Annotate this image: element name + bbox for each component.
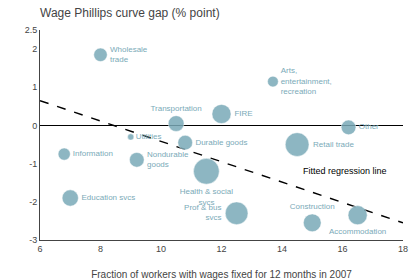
svg-text:10: 10 bbox=[156, 244, 166, 254]
svg-text:-3: -3 bbox=[29, 235, 37, 245]
svg-text:8: 8 bbox=[98, 244, 103, 254]
svg-text:Utilities: Utilities bbox=[136, 132, 162, 141]
svg-text:Retail trade: Retail trade bbox=[313, 140, 354, 149]
svg-text:16: 16 bbox=[337, 244, 347, 254]
svg-text:Arts,entertainment,recreation: Arts,entertainment,recreation bbox=[281, 66, 332, 96]
svg-text:Other: Other bbox=[359, 122, 379, 131]
svg-text:Health & socialsvcs: Health & socialsvcs bbox=[180, 187, 234, 206]
svg-text:Fraction of workers with wages: Fraction of workers with wages fixed for… bbox=[91, 269, 352, 280]
svg-text:Fitted regression line: Fitted regression line bbox=[303, 166, 387, 176]
svg-text:Nondurablegoods: Nondurablegoods bbox=[147, 150, 189, 169]
svg-text:-1: -1 bbox=[29, 159, 37, 169]
svg-text:2: 2 bbox=[32, 44, 37, 54]
svg-text:14: 14 bbox=[277, 244, 287, 254]
svg-text:Construction: Construction bbox=[290, 202, 335, 211]
svg-text:12: 12 bbox=[216, 244, 226, 254]
svg-text:Wholesaletrade: Wholesaletrade bbox=[110, 45, 148, 64]
svg-text:Wage Phillips curve gap (% poi: Wage Phillips curve gap (% point) bbox=[40, 6, 220, 20]
svg-text:Transportation: Transportation bbox=[150, 104, 201, 113]
svg-text:18: 18 bbox=[398, 244, 408, 254]
svg-text:Durable goods: Durable goods bbox=[195, 138, 247, 147]
svg-text:FIRE: FIRE bbox=[234, 109, 252, 118]
svg-text:Education svcs: Education svcs bbox=[81, 193, 135, 202]
svg-text:1: 1 bbox=[32, 82, 37, 92]
svg-text:6: 6 bbox=[37, 244, 42, 254]
svg-text:Information: Information bbox=[73, 149, 113, 158]
svg-text:2.5: 2.5 bbox=[25, 25, 38, 35]
svg-text:-2: -2 bbox=[29, 197, 37, 207]
svg-text:0: 0 bbox=[32, 121, 37, 131]
svg-text:Prof & bussvcs: Prof & bussvcs bbox=[184, 203, 221, 222]
svg-text:Accommodation: Accommodation bbox=[329, 227, 386, 236]
